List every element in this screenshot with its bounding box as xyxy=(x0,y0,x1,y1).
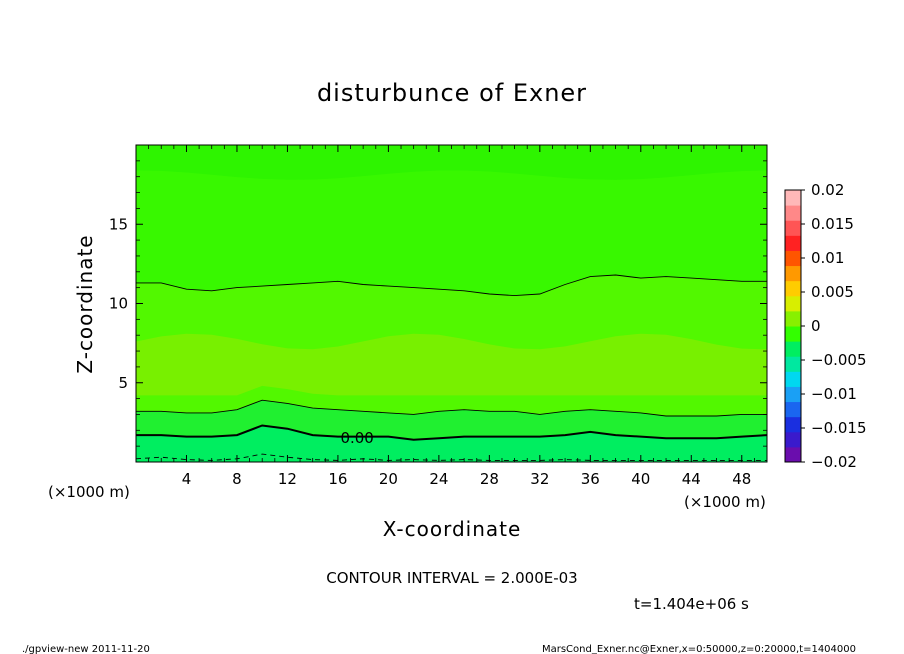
region-lower xyxy=(136,333,767,396)
x-tick-label: 32 xyxy=(530,470,549,488)
colorbar-label: 0.015 xyxy=(811,215,854,233)
colorbar: 0.02 0.015 0.01 0.005 0 −0.005 −0.01 −0.015 −0.0… xyxy=(784,181,867,471)
colorbar-label: −0.01 xyxy=(811,385,857,403)
colorbar-swatch xyxy=(785,295,801,312)
footer-right: MarsCond_Exner.nc@Exner,x=0:50000,z=0:20… xyxy=(542,644,856,654)
x-unit-label: (×1000 m) xyxy=(684,493,766,511)
colorbar-swatch xyxy=(785,280,801,297)
colorbar-label: −0.02 xyxy=(811,453,857,471)
filled-regions xyxy=(136,145,767,462)
upper-contour xyxy=(136,274,767,297)
colorbar-swatch xyxy=(785,431,801,448)
colorbar-swatch xyxy=(785,310,801,327)
colorbar-swatch xyxy=(785,371,801,387)
colorbar-swatch xyxy=(785,386,801,403)
colorbar-label: −0.015 xyxy=(811,419,867,437)
y-unit-label: (×1000 m) xyxy=(48,483,130,501)
contour-interval: CONTOUR INTERVAL = 2.000E-03 xyxy=(326,569,577,587)
x-tick-label: 48 xyxy=(732,470,751,488)
colorbar-swatch xyxy=(785,235,801,251)
colorbar-label: −0.005 xyxy=(811,351,867,369)
x-axis-label: X-coordinate xyxy=(383,517,522,541)
colorbar-swatch xyxy=(785,190,801,206)
x-tick-label: 12 xyxy=(278,470,297,488)
x-tick-label: 44 xyxy=(682,470,701,488)
colorbar-label: 0 xyxy=(811,317,821,335)
colorbar-label: 0.02 xyxy=(811,181,844,199)
x-tick-label: 20 xyxy=(379,470,398,488)
colorbar-label: 0.005 xyxy=(811,283,854,301)
region-top-strip xyxy=(136,145,767,180)
x-tick-label: 36 xyxy=(581,470,600,488)
x-tick-label: 40 xyxy=(631,470,650,488)
colorbar-swatch xyxy=(785,446,801,463)
region-upper xyxy=(136,145,767,296)
footer-left: ./gpview-new 2011-11-20 xyxy=(22,644,150,654)
colorbar-swatch xyxy=(785,220,801,236)
x-tick-label: 4 xyxy=(182,470,192,488)
x-tick-label: 28 xyxy=(480,470,499,488)
colorbar-swatch xyxy=(785,416,801,433)
colorbar-swatch xyxy=(785,265,801,282)
colorbar-label: 0.01 xyxy=(811,249,844,267)
colorbar-swatch xyxy=(785,341,801,357)
time-label: t=1.404e+06 s xyxy=(634,595,749,613)
contour-label: 0.00 xyxy=(340,429,373,447)
y-tick-label: 15 xyxy=(109,215,128,233)
y-tick-label: 5 xyxy=(118,374,128,392)
y-axis-label: Z-coordinate xyxy=(73,234,97,373)
colorbar-swatch xyxy=(785,250,801,267)
y-tick-label: 10 xyxy=(109,295,128,313)
mid-contour xyxy=(136,399,767,417)
zero-contour xyxy=(136,424,768,441)
x-tick-label: 8 xyxy=(232,470,242,488)
x-tick-label: 16 xyxy=(328,470,347,488)
colorbar-swatch xyxy=(785,205,801,221)
x-tick-label: 24 xyxy=(429,470,448,488)
colorbar-swatch xyxy=(785,356,801,372)
colorbar-swatch xyxy=(785,326,801,342)
chart-title: disturbunce of Exner xyxy=(317,79,587,107)
colorbar-swatch xyxy=(785,401,801,418)
